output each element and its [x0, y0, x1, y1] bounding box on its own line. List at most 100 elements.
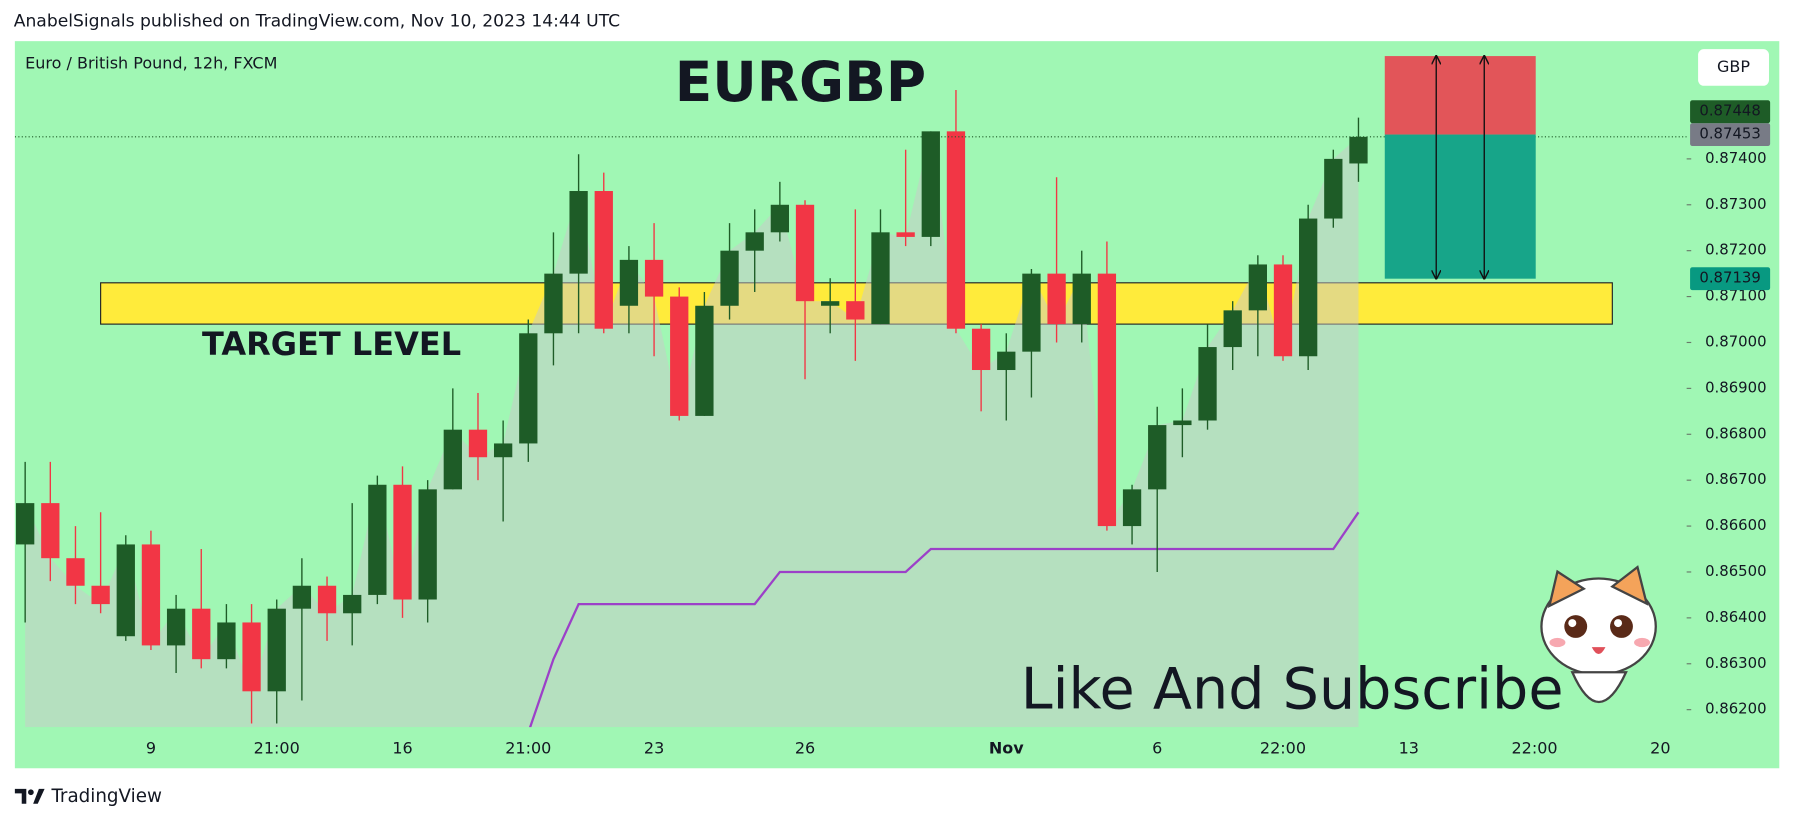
mascot [1540, 565, 1657, 703]
candle-body [468, 429, 488, 458]
candle-body [519, 333, 538, 444]
y-tick-label: 0.86900 [1705, 378, 1766, 396]
publisher: AnabelSignals published on TradingView.c… [14, 12, 620, 32]
price-tag-label: 0.87448 [1699, 102, 1760, 120]
candle-body [267, 608, 286, 692]
x-tick-label: 26 [795, 738, 815, 757]
candle-body [1324, 158, 1343, 219]
candle-body [896, 232, 915, 237]
candle-body [493, 443, 513, 458]
candle-body [1097, 273, 1117, 527]
candle-body [770, 204, 790, 233]
x-tick-label: 16 [392, 738, 412, 757]
x-tick-label: 13 [1399, 738, 1419, 757]
candle-body [317, 585, 337, 614]
candle-body [41, 503, 60, 559]
x-tick-label: 21:00 [254, 738, 300, 757]
price-tag [1690, 123, 1771, 146]
y-tick-label: 0.86400 [1705, 608, 1766, 626]
x-tick-label: 22:00 [1512, 738, 1558, 757]
candle-body [1198, 347, 1217, 421]
candle-body [846, 301, 865, 320]
y-tick-label: 0.86300 [1705, 654, 1766, 672]
annotation: Like And Subscribe [1021, 656, 1564, 722]
candle-body [670, 296, 689, 416]
target-zone-box [1384, 134, 1536, 279]
candle-body [745, 232, 764, 251]
candle-body [1173, 420, 1192, 426]
candle-body [292, 585, 312, 609]
stop-zone [1384, 56, 1536, 135]
candle-body [1148, 425, 1167, 490]
candle-body [1022, 273, 1041, 352]
price-tag [1690, 100, 1771, 124]
x-tick-label: 9 [146, 738, 156, 757]
y-tick-label: 0.87300 [1705, 195, 1766, 213]
candle-body [1248, 264, 1267, 311]
chart-title: EURGBP [675, 50, 926, 114]
candle-body [1349, 136, 1368, 164]
candle-body [544, 273, 563, 334]
candle-body [166, 608, 186, 646]
candle-body [569, 191, 588, 274]
candle-body [971, 328, 991, 371]
y-tick-label: 0.87000 [1705, 332, 1766, 350]
y-tick-label: 0.86200 [1705, 700, 1766, 718]
x-tick-label: 22:00 [1260, 738, 1306, 757]
x-tick-label: 20 [1650, 738, 1670, 757]
candle-body [91, 585, 110, 605]
x-tick-label: 21:00 [505, 738, 551, 757]
target-label: TARGET LEVEL [202, 325, 461, 363]
candle-body [619, 259, 639, 306]
currency-button[interactable] [1698, 49, 1769, 86]
candle-body [594, 191, 613, 329]
x-tick-label: 6 [1152, 738, 1162, 757]
x-tick-label: 23 [644, 738, 664, 757]
plot-area [14, 90, 1687, 728]
close-area [25, 131, 1359, 728]
candle-body [192, 608, 211, 660]
candle-body [217, 622, 236, 660]
candle-body [66, 558, 85, 586]
candle-body [821, 301, 840, 306]
y-tick-label: 0.87100 [1705, 287, 1766, 305]
candle-body [141, 544, 161, 646]
brand: TradingView [50, 786, 162, 807]
candle-body [644, 259, 664, 297]
candle-body [343, 594, 362, 614]
overlay [1384, 56, 1536, 279]
y-tick-label: 0.87200 [1705, 241, 1766, 259]
price-tag-label: 0.87139 [1699, 269, 1760, 287]
candle-body [795, 204, 815, 302]
candle-body [16, 503, 35, 545]
candle-body [695, 305, 714, 416]
candle-body [1273, 264, 1293, 357]
y-tick-label: 0.86600 [1705, 516, 1766, 534]
candle-body [946, 131, 966, 329]
y-tick-label: 0.86800 [1705, 424, 1766, 442]
symbol-label: Euro / British Pound, 12h, FXCM [25, 54, 277, 73]
price-tag [1690, 267, 1771, 291]
x-tick-label: Nov [989, 738, 1024, 757]
candle-body [1299, 218, 1318, 357]
candle-body [242, 622, 261, 692]
candle-body [443, 429, 462, 490]
candle-body [1072, 273, 1091, 325]
candle-body [116, 544, 135, 637]
candle-body [393, 484, 412, 600]
candle-body [1047, 273, 1066, 325]
price-tag-label: 0.87453 [1699, 125, 1760, 143]
y-tick-label: 0.87400 [1705, 149, 1766, 167]
candle-body [368, 484, 387, 595]
candle-body [720, 250, 739, 306]
tradingview-logo [14, 788, 45, 804]
currency-label[interactable]: GBP [1717, 57, 1750, 76]
candle-body [871, 232, 890, 325]
candle-body [921, 131, 940, 237]
y-tick-label: 0.86500 [1705, 562, 1766, 580]
candle-body [1223, 310, 1242, 348]
y-tick-label: 0.86700 [1705, 470, 1766, 488]
indicator-line [528, 511, 1360, 728]
